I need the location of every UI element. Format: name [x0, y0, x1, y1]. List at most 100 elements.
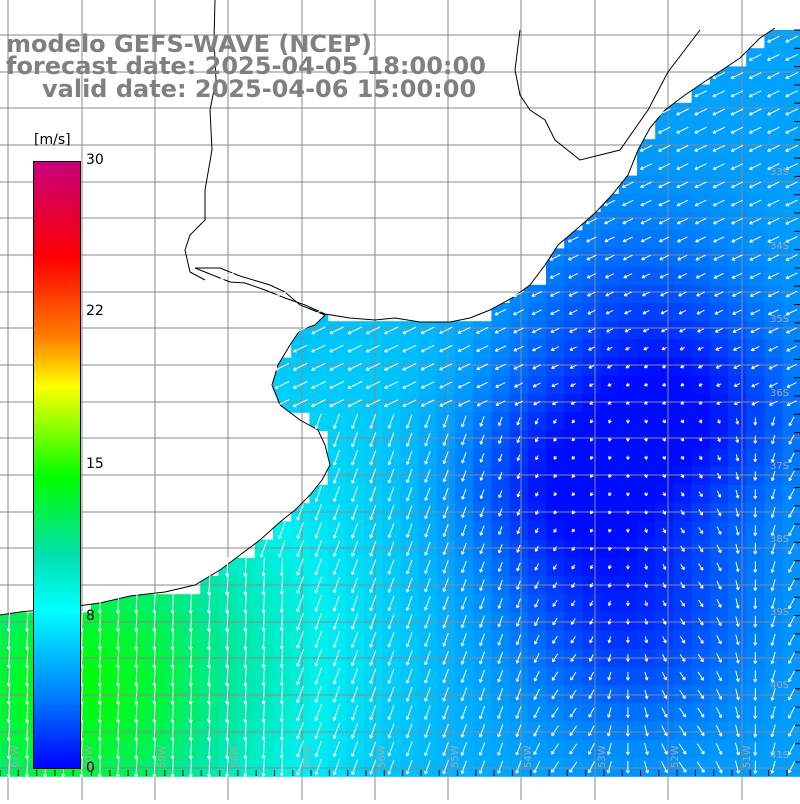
wind-arrow	[292, 399, 308, 408]
wind-arrow	[553, 437, 558, 442]
wind-arrow	[698, 419, 703, 424]
wind-arrow	[735, 670, 740, 682]
wind-arrow	[569, 761, 578, 773]
wind-arrow	[644, 707, 649, 718]
wind-arrow	[243, 593, 248, 614]
wind-arrow	[369, 522, 377, 539]
wind-arrow	[494, 327, 507, 334]
wind-arrow	[731, 236, 743, 243]
wind-arrow	[406, 559, 413, 575]
wind-arrow	[730, 181, 744, 189]
wind-arrow	[332, 686, 341, 703]
longitude-label: 54W	[523, 745, 534, 768]
wind-arrow	[478, 742, 486, 756]
wind-arrow	[479, 633, 485, 647]
wind-arrow	[749, 217, 762, 225]
wind-arrow	[753, 453, 758, 463]
wind-arrow	[387, 468, 395, 484]
wind-arrow	[479, 452, 485, 463]
wind-arrow	[332, 486, 340, 503]
valid-date: valid date: 2025-04-06 15:00:00	[42, 75, 477, 103]
wind-arrow	[697, 671, 704, 681]
wind-arrow	[531, 327, 542, 334]
wind-arrow	[442, 560, 449, 574]
wind-arrow	[479, 471, 485, 481]
wind-arrow	[515, 688, 522, 701]
wind-arrow	[533, 652, 540, 664]
wind-arrow	[261, 684, 266, 705]
wind-arrow	[424, 451, 431, 465]
wind-arrow	[753, 615, 758, 628]
wind-arrow	[442, 705, 449, 720]
wind-arrow	[662, 473, 666, 479]
wind-arrow	[405, 650, 413, 666]
wind-arrow	[785, 90, 798, 98]
wind-arrow	[570, 636, 576, 644]
wind-arrow	[351, 431, 359, 448]
wind-arrow	[424, 578, 431, 593]
wind-arrow	[770, 506, 776, 518]
wind-arrow	[662, 654, 667, 662]
wind-arrow	[402, 381, 417, 389]
wind-arrow	[387, 632, 395, 648]
wind-arrow	[512, 290, 525, 298]
land-polygon	[0, 0, 800, 615]
wind-arrow	[588, 671, 594, 681]
wind-arrow	[460, 596, 467, 610]
wind-arrow	[767, 72, 780, 80]
wind-arrow	[568, 291, 578, 297]
wind-arrow	[661, 689, 668, 700]
wind-arrow	[570, 401, 576, 405]
wind-arrow	[261, 757, 266, 777]
wind-arrow	[550, 346, 560, 351]
wind-arrow	[314, 685, 322, 703]
wind-arrow	[605, 273, 615, 279]
wind-arrow	[661, 328, 668, 333]
wind-arrow	[533, 760, 541, 774]
wind-arrow	[497, 416, 503, 427]
wind-arrow	[531, 291, 543, 297]
wind-arrow	[733, 364, 741, 369]
wind-arrow	[623, 291, 632, 297]
wind-arrow	[532, 345, 542, 352]
wind-arrow	[347, 362, 363, 371]
wind-arrow	[369, 504, 377, 521]
wind-arrow	[551, 671, 559, 681]
wind-arrow	[387, 432, 395, 447]
wind-arrow	[369, 559, 377, 575]
longitude-label: 51W	[742, 745, 753, 768]
model-title: modelo GEFS-WAVE (NCEP)	[6, 30, 372, 58]
wind-arrow	[770, 706, 776, 719]
wind-arrow	[533, 688, 540, 701]
wind-arrow	[589, 564, 594, 570]
wind-arrow	[351, 468, 359, 484]
wind-arrow	[461, 488, 467, 500]
wind-arrow	[497, 597, 503, 609]
wind-arrow	[662, 492, 666, 497]
wind-arrow	[731, 291, 743, 297]
wind-arrow	[730, 72, 744, 80]
wind-arrow	[351, 450, 359, 466]
wind-arrow	[551, 761, 560, 773]
wind-arrow	[365, 362, 381, 371]
wind-arrow	[735, 436, 740, 443]
wind-arrow	[714, 291, 724, 297]
wind-arrow	[586, 273, 597, 279]
wind-arrow	[406, 468, 413, 484]
wind-arrow	[387, 595, 395, 612]
wind-arrow	[549, 272, 561, 279]
wind-arrow	[712, 199, 725, 207]
wind-arrow	[644, 510, 648, 515]
wind-arrow	[730, 90, 744, 98]
wind-arrow	[678, 761, 687, 773]
wind-arrow	[534, 617, 540, 627]
wind-arrow	[384, 344, 399, 353]
wind-arrow	[768, 400, 778, 406]
wind-arrow	[551, 725, 559, 737]
wind-arrow	[311, 326, 326, 335]
wind-arrow	[314, 576, 322, 594]
wind-arrow	[680, 419, 685, 424]
wind-arrow	[261, 666, 266, 687]
wind-arrow	[680, 581, 685, 589]
wind-arrow	[293, 326, 308, 335]
